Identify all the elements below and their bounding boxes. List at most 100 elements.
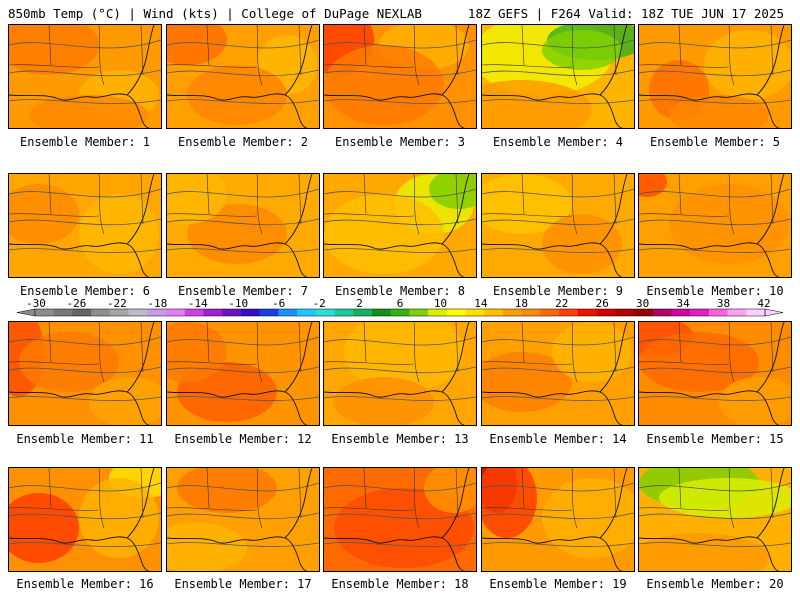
colorbar-tick-label: -2 (312, 297, 326, 310)
colorbar-swatch (559, 309, 579, 316)
colorbar-swatch (577, 309, 597, 316)
colorbar-swatch (521, 309, 541, 316)
ensemble-map-7 (166, 173, 320, 278)
colorbar-swatch (203, 309, 223, 316)
ensemble-member-label: Ensemble Member: 4 (492, 135, 624, 149)
temperature-field-4 (482, 25, 634, 128)
colorbar-swatch (72, 309, 92, 316)
temperature-field-9 (482, 174, 634, 277)
ensemble-map-18 (323, 467, 477, 572)
colorbar (16, 308, 784, 317)
colorbar-swatch (409, 309, 429, 316)
ensemble-map-2 (166, 24, 320, 129)
colorbar-tick-label: 2 (356, 297, 363, 310)
ensemble-map-12 (166, 321, 320, 426)
temperature-field-5 (639, 25, 791, 128)
ensemble-member-label: Ensemble Member: 11 (16, 432, 154, 446)
temperature-field-11 (9, 322, 161, 425)
temperature-field-13 (324, 322, 476, 425)
temperature-field-19 (482, 468, 634, 571)
colorbar-tick-label: 10 (433, 297, 448, 310)
colorbar-tick-label: 14 (474, 297, 488, 310)
ensemble-member-label: Ensemble Member: 15 (646, 432, 784, 446)
colorbar-tick-label: 22 (555, 297, 569, 310)
colorbar-tick-label: 38 (716, 297, 731, 310)
colorbar-tick-label: -6 (272, 297, 286, 310)
temperature-field-16 (9, 468, 161, 571)
colorbar-tick-label: 6 (396, 297, 404, 310)
ensemble-member-label: Ensemble Member: 8 (334, 284, 466, 298)
ensemble-map-15 (638, 321, 792, 426)
ensemble-member-label: Ensemble Member: 17 (174, 577, 312, 591)
ensemble-map-11 (8, 321, 162, 426)
colorbar-swatch (128, 309, 148, 316)
colorbar-swatch (334, 309, 354, 316)
ensemble-member-label: Ensemble Member: 3 (334, 135, 466, 149)
colorbar-tick-label: 26 (595, 297, 609, 310)
colorbar-swatch (540, 309, 560, 316)
colorbar-swatch (166, 309, 186, 316)
colorbar-swatch (652, 309, 672, 316)
colorbar-swatch (259, 309, 279, 316)
ensemble-member-label: Ensemble Member: 1 (19, 135, 151, 149)
temperature-field-12 (167, 322, 319, 425)
ensemble-map-14 (481, 321, 635, 426)
colorbar-swatch (615, 309, 635, 316)
colorbar-tick-label: -10 (228, 297, 249, 310)
temperature-field-6 (9, 174, 161, 277)
temperature-field-15 (639, 322, 791, 425)
ensemble-map-20 (638, 467, 792, 572)
colorbar-tick-label: -18 (147, 297, 168, 310)
ensemble-member-label: Ensemble Member: 19 (489, 577, 627, 591)
colorbar-swatch (53, 309, 73, 316)
colorbar-swatch (315, 309, 335, 316)
colorbar-swatch (708, 309, 728, 316)
ensemble-map-1 (8, 24, 162, 129)
colorbar-swatch (465, 309, 485, 316)
ensemble-member-label: Ensemble Member: 13 (331, 432, 469, 446)
ensemble-map-17 (166, 467, 320, 572)
colorbar-tick-label: 42 (757, 297, 771, 310)
ensemble-map-4 (481, 24, 635, 129)
colorbar-swatch (184, 309, 204, 316)
colorbar-swatch (746, 309, 766, 316)
ensemble-member-label: Ensemble Member: 6 (19, 284, 151, 298)
ensemble-member-label: Ensemble Member: 14 (489, 432, 627, 446)
colorbar-swatch (727, 309, 747, 316)
temperature-field-7 (167, 174, 319, 277)
ensemble-map-3 (323, 24, 477, 129)
colorbar-swatch (240, 309, 260, 316)
ensemble-map-9 (481, 173, 635, 278)
colorbar-swatch (371, 309, 391, 316)
temperature-field-1 (9, 25, 161, 128)
colorbar-tick-label: -30 (26, 297, 46, 310)
colorbar-tick-label: -22 (106, 297, 127, 310)
colorbar-swatch (690, 309, 710, 316)
ensemble-member-label: Ensemble Member: 12 (174, 432, 312, 446)
temperature-field-18 (324, 468, 476, 571)
temperature-field-3 (324, 25, 476, 128)
temperature-field-17 (167, 468, 319, 571)
ensemble-member-label: Ensemble Member: 20 (646, 577, 784, 591)
ensemble-member-label: Ensemble Member: 16 (16, 577, 154, 591)
colorbar-swatch (446, 309, 466, 316)
colorbar-swatch (596, 309, 616, 316)
ensemble-map-16 (8, 467, 162, 572)
colorbar-swatch (353, 309, 373, 316)
temperature-field-2 (167, 25, 319, 128)
colorbar-tick-label: 34 (676, 297, 690, 310)
temperature-field-10 (639, 174, 791, 277)
colorbar-swatch (633, 309, 653, 316)
temperature-field-8 (324, 174, 476, 277)
colorbar-tick-label: -14 (187, 297, 208, 310)
colorbar-swatch (671, 309, 691, 316)
ensemble-member-label: Ensemble Member: 5 (649, 135, 781, 149)
colorbar-swatch (428, 309, 448, 316)
ensemble-map-13 (323, 321, 477, 426)
ensemble-map-10 (638, 173, 792, 278)
ensemble-map-6 (8, 173, 162, 278)
ensemble-member-label: Ensemble Member: 7 (177, 284, 309, 298)
ensemble-member-label: Ensemble Member: 18 (331, 577, 469, 591)
colorbar-swatch (390, 309, 410, 316)
ensemble-member-label: Ensemble Member: 9 (492, 284, 624, 298)
